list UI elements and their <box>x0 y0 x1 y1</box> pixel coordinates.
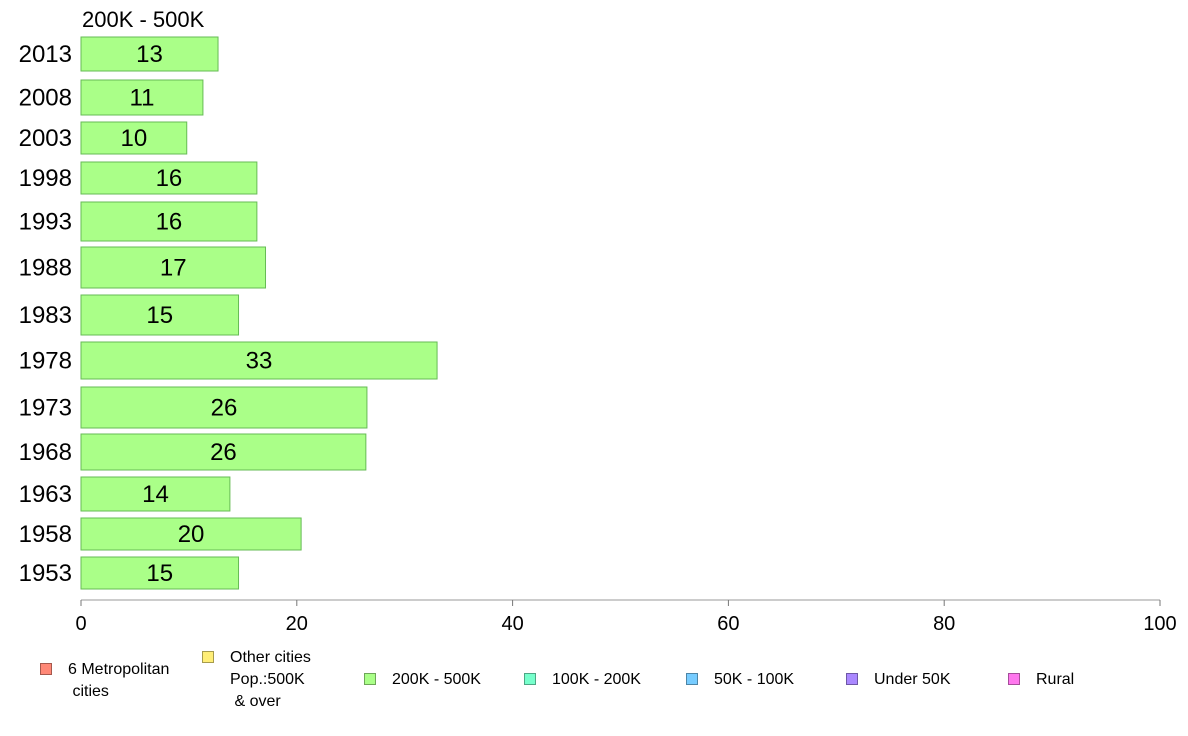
legend-item-3: 100K - 200K <box>524 669 641 691</box>
bar-1973 <box>80 386 368 429</box>
bar-value-label-1998: 16 <box>156 165 183 192</box>
chart-title: 200K - 500K <box>82 7 205 32</box>
legend-label: 6 Metropolitan cities <box>68 661 170 700</box>
bar-1988 <box>80 246 267 289</box>
x-tick-label-100: 100 <box>1143 613 1176 635</box>
legend-item-5: Under 50K <box>846 669 951 691</box>
x-axis: 0 20 40 60 80 100 <box>75 599 1177 635</box>
legend: 6 Metropolitan cities Other cities Pop.:5… <box>0 645 1188 725</box>
bar-value-label-1993: 16 <box>156 209 183 236</box>
bars-group: 13 2013 11 2008 10 2003 16 1998 16 1993 17 1988 15 19… <box>19 36 438 590</box>
x-tick-label-60: 60 <box>717 613 739 635</box>
legend-swatch <box>1008 673 1020 685</box>
category-label-1968: 1968 <box>19 439 72 466</box>
legend-label: Other cities Pop.:500K & over <box>230 649 311 710</box>
bar-value-label-1958: 20 <box>178 521 205 548</box>
x-tick-label-80: 80 <box>933 613 955 635</box>
bar-2008 <box>80 79 204 116</box>
x-tick-label-40: 40 <box>501 613 523 635</box>
bar-1983 <box>80 294 240 336</box>
bar-value-label-1953: 15 <box>146 560 173 587</box>
category-label-2008: 2008 <box>19 85 72 112</box>
bar-value-label-1988: 17 <box>160 255 187 282</box>
bar-1968 <box>80 433 367 471</box>
bar-1993 <box>80 201 258 242</box>
category-label-1963: 1963 <box>19 481 72 508</box>
legend-item-4: 50K - 100K <box>686 669 794 691</box>
category-label-1998: 1998 <box>19 165 72 192</box>
bar-2013 <box>80 36 219 72</box>
legend-swatch <box>202 651 214 663</box>
bar-1963 <box>80 476 231 512</box>
bar-value-label-2008: 11 <box>130 85 155 112</box>
legend-label: 50K - 100K <box>714 671 795 688</box>
legend-swatch <box>686 673 698 685</box>
legend-item-6: Rural <box>1008 669 1074 691</box>
category-label-1978: 1978 <box>19 348 72 375</box>
category-label-1993: 1993 <box>19 209 72 236</box>
bar-value-label-2003: 10 <box>121 125 148 152</box>
category-label-1988: 1988 <box>19 255 72 282</box>
bar-value-label-1973: 26 <box>211 395 238 422</box>
legend-label: 100K - 200K <box>552 671 641 688</box>
category-label-1973: 1973 <box>19 395 72 422</box>
legend-swatch <box>364 673 376 685</box>
bar-value-label-1978: 33 <box>246 348 273 375</box>
legend-label: Rural <box>1036 671 1075 688</box>
legend-swatch <box>524 673 536 685</box>
bar-2003 <box>80 121 188 155</box>
category-label-1983: 1983 <box>19 302 72 329</box>
legend-item-2: 200K - 500K <box>364 669 481 691</box>
category-label-2013: 2013 <box>19 41 72 68</box>
legend-label: Under 50K <box>874 671 951 688</box>
bar-1958 <box>80 517 302 551</box>
x-tick-label-0: 0 <box>75 613 86 635</box>
bar-value-label-1983: 15 <box>146 302 173 329</box>
x-tick-label-20: 20 <box>286 613 308 635</box>
bar-1998 <box>80 161 258 195</box>
legend-label: 200K - 500K <box>392 671 481 688</box>
bar-1978 <box>80 341 438 380</box>
legend-swatch <box>40 663 52 675</box>
bar-value-label-2013: 13 <box>136 41 163 68</box>
bar-1953 <box>80 556 240 590</box>
legend-swatch <box>846 673 858 685</box>
legend-item-1: Other cities Pop.:500K & over <box>202 647 311 713</box>
bar-value-label-1963: 14 <box>142 481 169 508</box>
legend-item-0: 6 Metropolitan cities <box>40 659 169 703</box>
category-label-1953: 1953 <box>19 560 72 587</box>
category-label-1958: 1958 <box>19 521 72 548</box>
bar-value-label-1968: 26 <box>210 439 237 466</box>
category-label-2003: 2003 <box>19 125 72 152</box>
